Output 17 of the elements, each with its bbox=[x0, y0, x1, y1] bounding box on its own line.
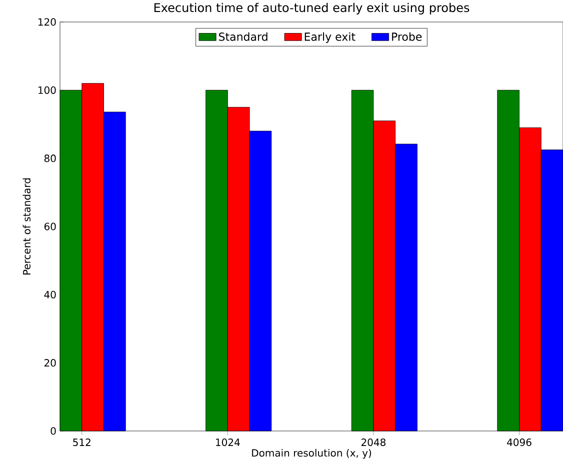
x-tick-label: 2048 bbox=[361, 438, 386, 446]
legend-label: Probe bbox=[392, 32, 422, 41]
x-tick-label: 1024 bbox=[216, 438, 240, 446]
y-tick-label: 100 bbox=[38, 86, 56, 94]
chart-title: Execution time of auto-tuned early exit using probes bbox=[154, 2, 470, 14]
y-axis-title: Percent of standard bbox=[22, 178, 31, 274]
x-tick-label: 512 bbox=[73, 438, 90, 446]
legend-label: Standard bbox=[219, 32, 268, 41]
y-tick-label: 120 bbox=[38, 18, 56, 26]
y-tick-label: 80 bbox=[44, 154, 56, 162]
y-tick-label: 20 bbox=[44, 359, 56, 367]
y-tick-label: 40 bbox=[44, 290, 56, 298]
x-axis-title: Domain resolution (x, y) bbox=[252, 448, 372, 459]
y-tick-label: 60 bbox=[44, 222, 56, 230]
x-tick-label: 4096 bbox=[507, 438, 532, 446]
y-tick-label: 0 bbox=[50, 427, 56, 435]
legend-label: Early exit bbox=[304, 32, 356, 43]
